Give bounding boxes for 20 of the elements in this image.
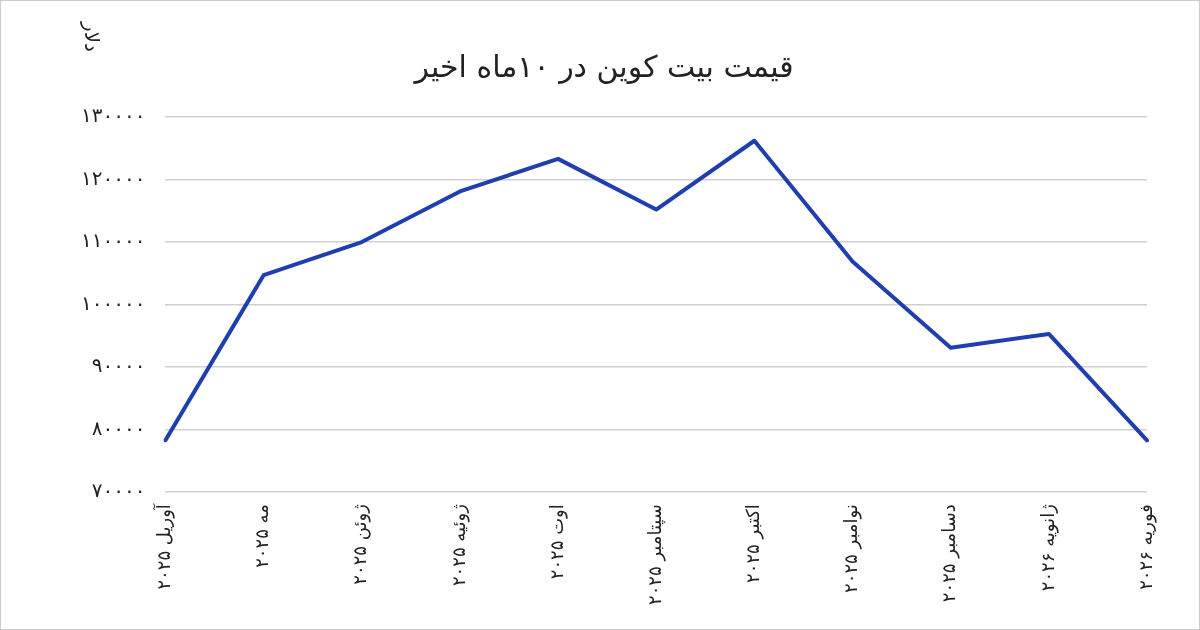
x-tick-label: ژانویه ۲۰۲۶	[1036, 504, 1059, 592]
x-tick-label: اکتبر ۲۰۲۵	[742, 504, 765, 583]
x-tick-label: ژوئن ۲۰۲۵	[349, 504, 372, 585]
x-tick-label: دسامبر ۲۰۲۵	[938, 504, 961, 603]
x-tick-label: سپتامبر ۲۰۲۵	[643, 504, 666, 605]
x-tick-label: فوریه ۲۰۲۶	[1134, 504, 1157, 590]
y-tick-label: ۱۰۰۰۰۰	[81, 290, 146, 315]
y-tick-label: ۱۳۰۰۰۰	[81, 103, 146, 128]
y-tick-label: ۷۰۰۰۰	[91, 478, 146, 503]
chart-title: قیمت بیت کوین در ۱۰ماه اخیر	[412, 48, 794, 84]
y-tick-label: ۸۰۰۰۰	[91, 415, 146, 440]
y-tick-label: ۹۰۰۰۰	[91, 353, 146, 378]
y-axis-title: دلار	[80, 21, 105, 52]
x-tick-label: نوامبر ۲۰۲۵	[840, 504, 863, 593]
y-tick-label: ۱۱۰۰۰۰	[81, 228, 146, 253]
x-tick-label: ژوئیه ۲۰۲۵	[447, 504, 470, 587]
x-tick-label: مه ۲۰۲۵	[251, 504, 273, 568]
y-tick-label: ۱۲۰۰۰۰	[81, 165, 146, 190]
x-tick-label: اوت ۲۰۲۵	[545, 504, 568, 580]
x-tick-label: آوریل ۲۰۲۵	[152, 503, 176, 590]
